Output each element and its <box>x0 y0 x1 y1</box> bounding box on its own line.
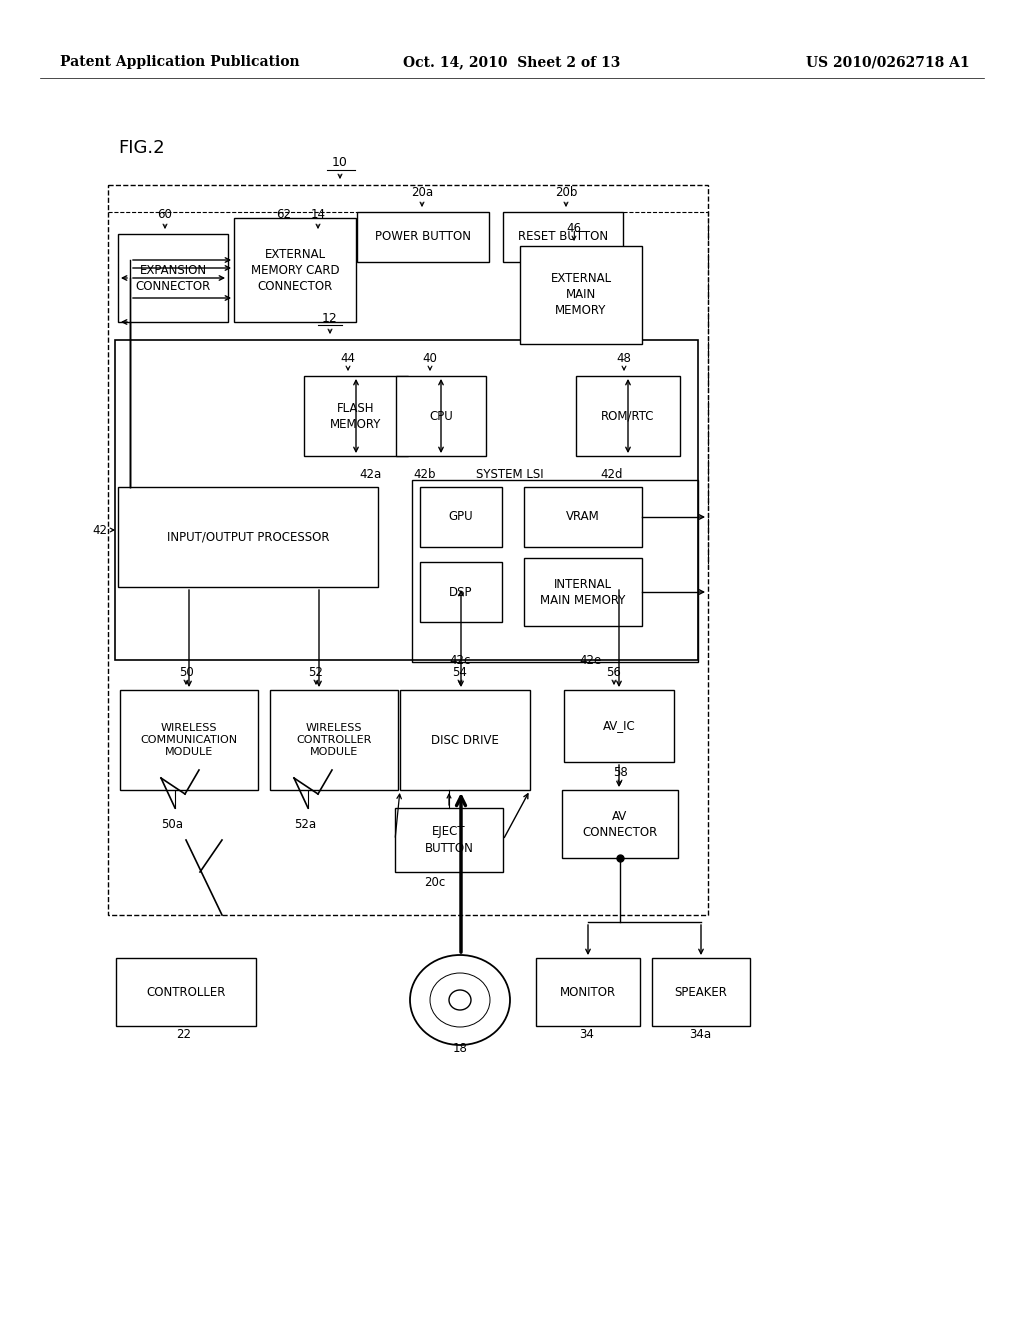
Bar <box>520 246 642 345</box>
Text: MONITOR: MONITOR <box>560 986 616 998</box>
Text: 20b: 20b <box>555 186 578 199</box>
Text: 42c: 42c <box>450 653 471 667</box>
Text: VRAM: VRAM <box>566 511 600 524</box>
Ellipse shape <box>449 990 471 1010</box>
Bar <box>118 487 378 587</box>
Text: US 2010/0262718 A1: US 2010/0262718 A1 <box>806 55 970 69</box>
Text: 22: 22 <box>176 1027 191 1040</box>
Text: 46: 46 <box>566 222 582 235</box>
Text: EXPANSION
CONNECTOR: EXPANSION CONNECTOR <box>135 264 211 293</box>
Bar <box>420 487 502 546</box>
Text: FIG.2: FIG.2 <box>118 139 165 157</box>
Text: DSP: DSP <box>450 586 473 598</box>
Text: 52: 52 <box>308 665 324 678</box>
Text: 20c: 20c <box>424 875 445 888</box>
Text: 50a: 50a <box>161 817 183 830</box>
Text: INTERNAL
MAIN MEMORY: INTERNAL MAIN MEMORY <box>541 578 626 606</box>
Text: WIRELESS
CONTROLLER
MODULE: WIRELESS CONTROLLER MODULE <box>296 722 372 758</box>
Text: CPU: CPU <box>429 409 453 422</box>
Text: ROM/RTC: ROM/RTC <box>601 409 654 422</box>
Ellipse shape <box>430 973 490 1027</box>
Text: Oct. 14, 2010  Sheet 2 of 13: Oct. 14, 2010 Sheet 2 of 13 <box>403 55 621 69</box>
Bar <box>120 690 258 789</box>
Text: EXTERNAL
MEMORY CARD
CONNECTOR: EXTERNAL MEMORY CARD CONNECTOR <box>251 248 339 293</box>
Bar <box>304 376 408 455</box>
Bar <box>652 958 750 1026</box>
Text: INPUT/OUTPUT PROCESSOR: INPUT/OUTPUT PROCESSOR <box>167 531 330 544</box>
Text: 18: 18 <box>453 1041 467 1055</box>
Text: AV
CONNECTOR: AV CONNECTOR <box>583 809 657 838</box>
Bar <box>420 562 502 622</box>
Bar <box>564 690 674 762</box>
Bar <box>118 234 228 322</box>
Text: 20a: 20a <box>411 186 433 199</box>
Text: GPU: GPU <box>449 511 473 524</box>
Text: 58: 58 <box>612 767 628 780</box>
Text: WIRELESS
COMMUNICATION
MODULE: WIRELESS COMMUNICATION MODULE <box>140 722 238 758</box>
Bar <box>575 376 680 455</box>
Text: 40: 40 <box>423 351 437 364</box>
Text: POWER BUTTON: POWER BUTTON <box>375 231 471 243</box>
Text: 42b: 42b <box>414 467 436 480</box>
Text: 42e: 42e <box>579 653 601 667</box>
Text: EXTERNAL
MAIN
MEMORY: EXTERNAL MAIN MEMORY <box>551 272 611 318</box>
Text: SPEAKER: SPEAKER <box>675 986 727 998</box>
Text: Patent Application Publication: Patent Application Publication <box>60 55 300 69</box>
Bar <box>357 213 489 261</box>
Text: 50: 50 <box>178 665 194 678</box>
Bar <box>524 487 642 546</box>
Text: 42a: 42a <box>358 467 381 480</box>
Bar <box>108 185 708 915</box>
Text: 62: 62 <box>276 209 292 222</box>
Text: AV_IC: AV_IC <box>603 719 635 733</box>
Ellipse shape <box>410 954 510 1045</box>
Bar <box>400 690 530 789</box>
Bar <box>395 808 503 873</box>
Bar <box>503 213 623 261</box>
Text: 56: 56 <box>606 665 622 678</box>
Text: 14: 14 <box>310 209 326 222</box>
Bar <box>536 958 640 1026</box>
Text: FLASH
MEMORY: FLASH MEMORY <box>331 401 382 430</box>
Text: 42: 42 <box>92 524 106 536</box>
Text: 34: 34 <box>580 1027 595 1040</box>
Text: 60: 60 <box>158 209 172 222</box>
Bar <box>396 376 486 455</box>
Bar <box>234 218 356 322</box>
Text: 48: 48 <box>616 351 632 364</box>
Text: RESET BUTTON: RESET BUTTON <box>518 231 608 243</box>
Bar <box>562 789 678 858</box>
Bar <box>270 690 398 789</box>
Bar <box>115 341 698 660</box>
Text: 52a: 52a <box>294 817 316 830</box>
Text: 54: 54 <box>453 665 467 678</box>
Bar <box>412 480 698 663</box>
Bar <box>116 958 256 1026</box>
Text: 10: 10 <box>332 156 348 169</box>
Text: DISC DRIVE: DISC DRIVE <box>431 734 499 747</box>
Text: CONTROLLER: CONTROLLER <box>146 986 225 998</box>
Text: 42d: 42d <box>600 467 623 480</box>
Text: 34a: 34a <box>689 1027 711 1040</box>
Text: 44: 44 <box>341 351 355 364</box>
Bar <box>524 558 642 626</box>
Text: EJECT
BUTTON: EJECT BUTTON <box>425 825 473 854</box>
Text: SYSTEM LSI: SYSTEM LSI <box>476 467 544 480</box>
Text: 12: 12 <box>323 312 338 325</box>
